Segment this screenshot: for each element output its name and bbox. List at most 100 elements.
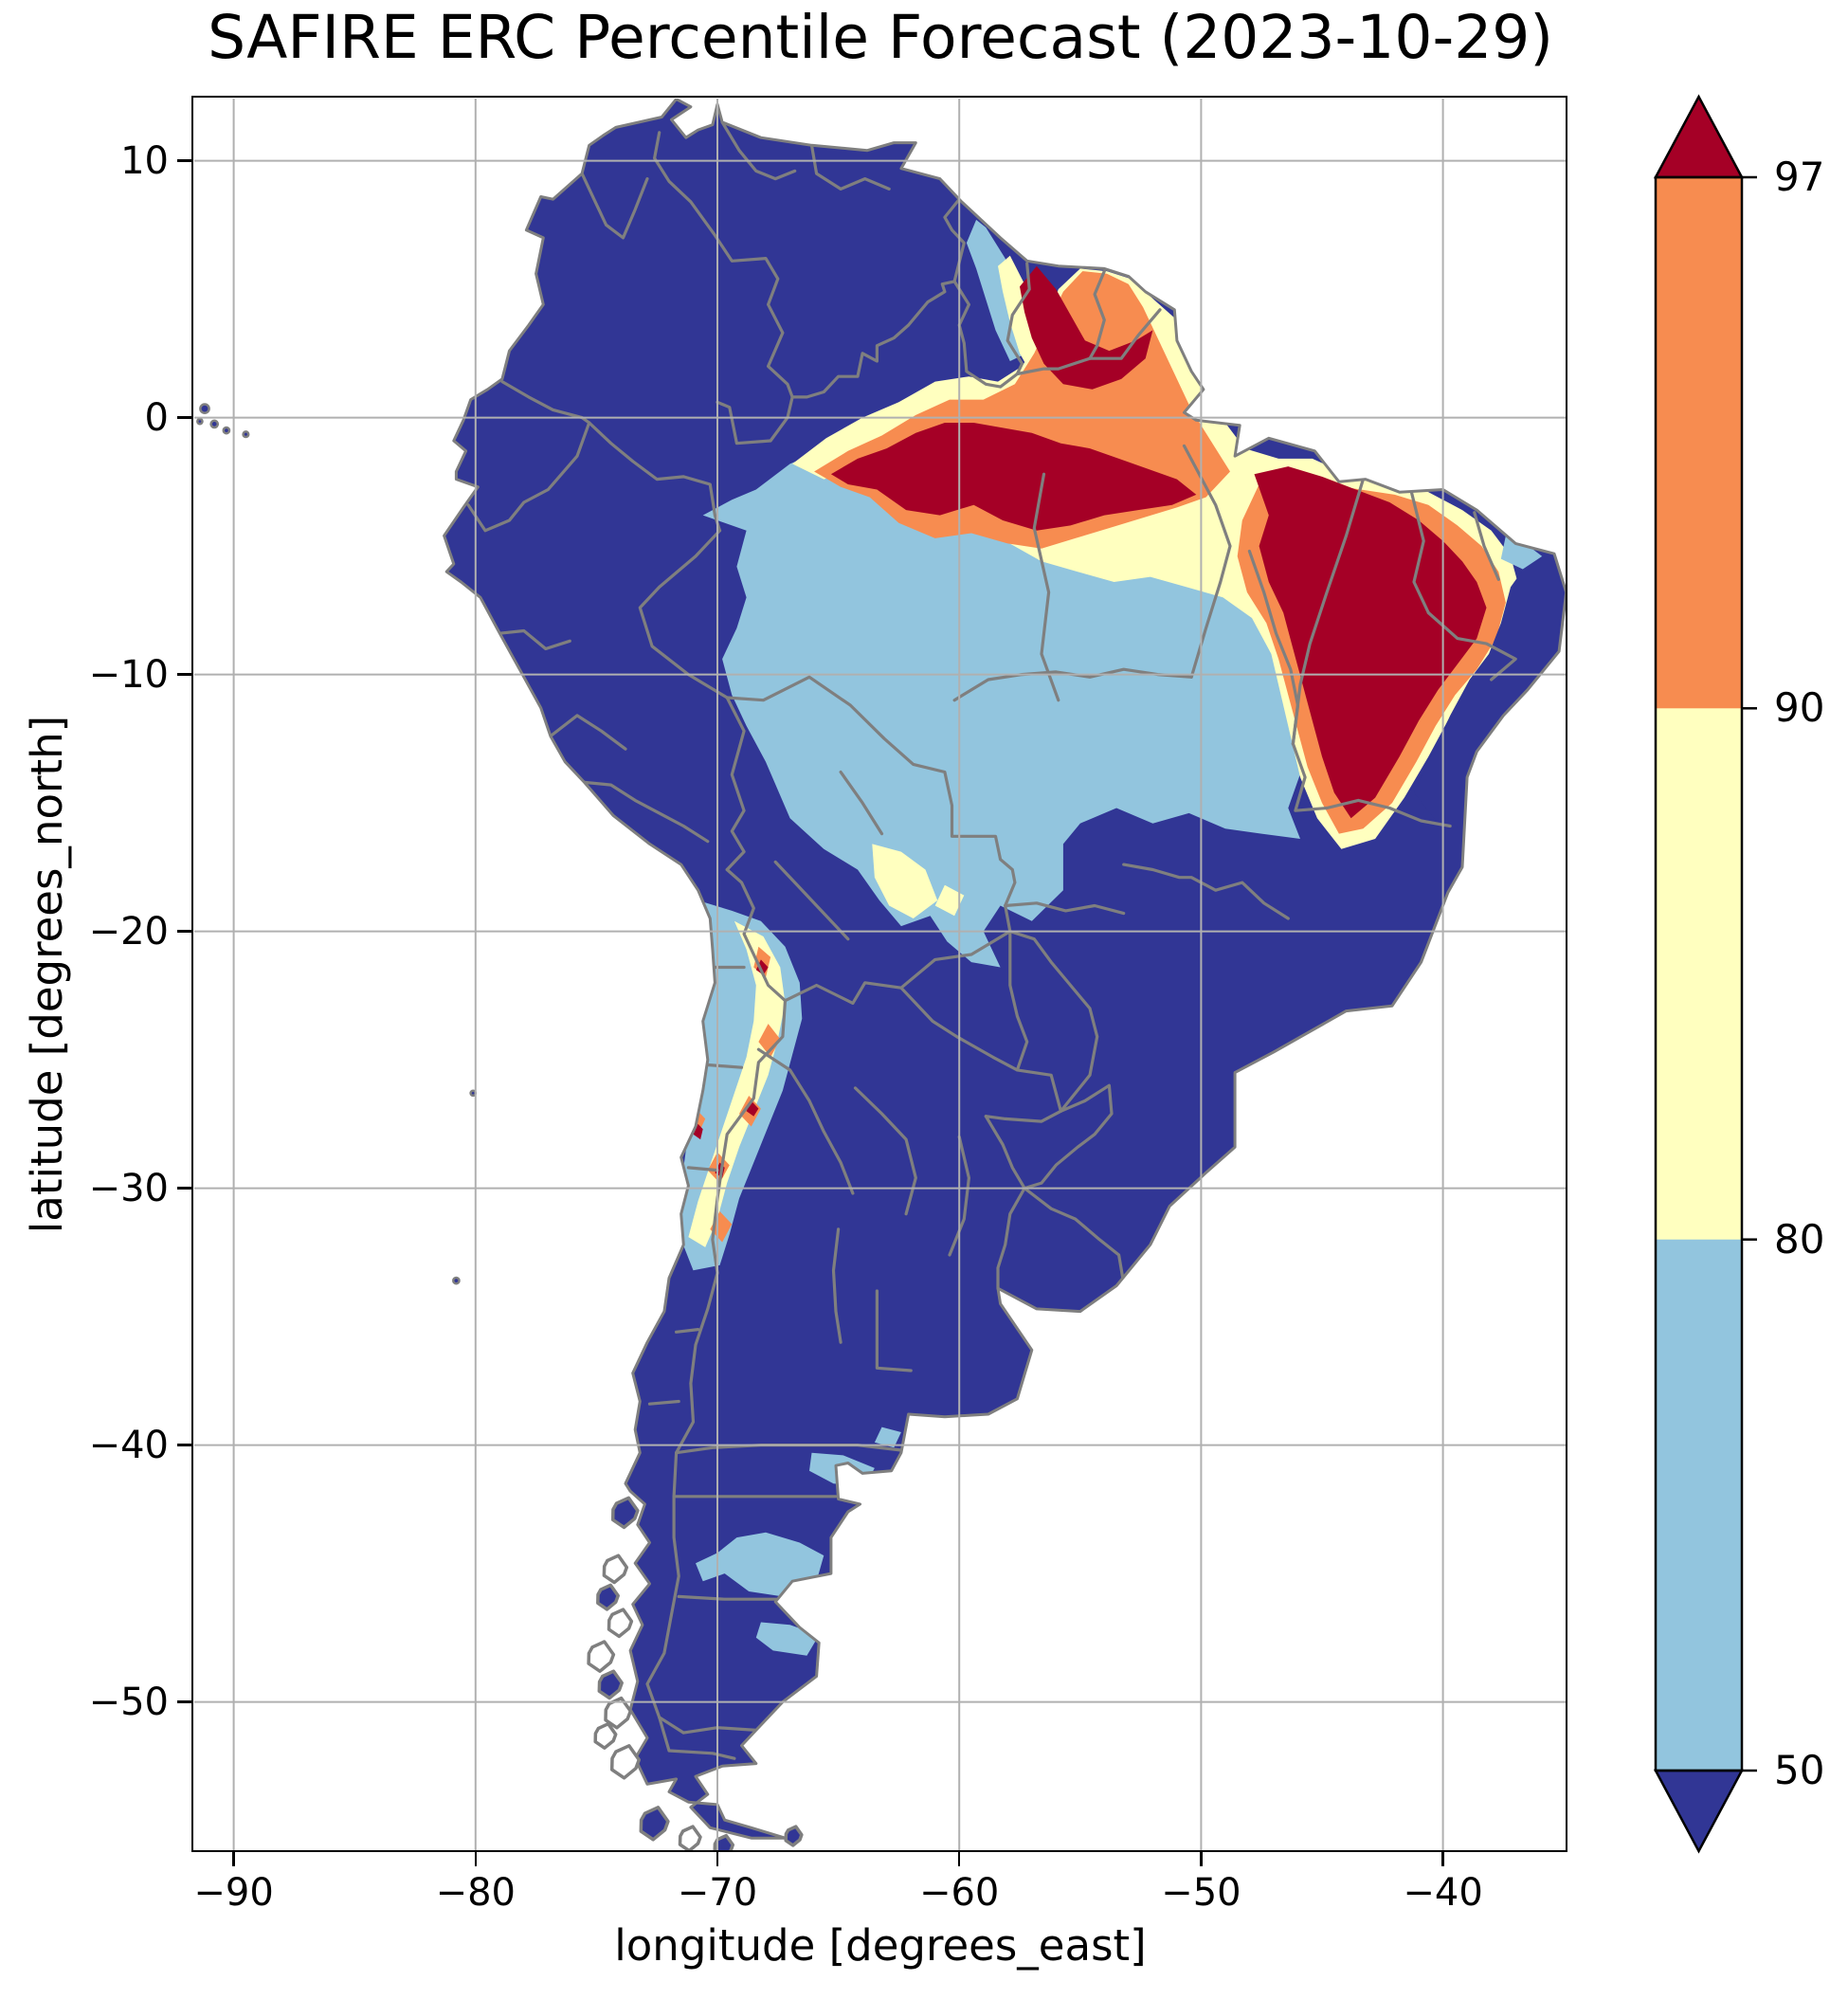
region-andes-spot-90-97-b: [758, 1024, 781, 1058]
admin-boundary: [1008, 929, 1099, 1113]
admin-boundary: [706, 1063, 744, 1069]
fjord-island: [713, 1833, 735, 1851]
region-bolivia-80-90: [872, 844, 938, 918]
admin-boundary: [653, 131, 794, 445]
region-amazon-central-50-80: [702, 448, 1303, 968]
fjord-island: [604, 1696, 633, 1730]
colorbar-tick-label: 50: [1774, 1747, 1825, 1793]
admin-boundary: [658, 1716, 758, 1735]
fjord-island: [610, 1496, 640, 1530]
x-tick-label: −90: [193, 1871, 274, 1915]
admin-boundary: [1291, 478, 1366, 746]
island: [222, 426, 231, 435]
fjord-island: [784, 1825, 804, 1847]
y-tick-label: −20: [88, 909, 169, 954]
y-tick-label: −40: [88, 1423, 169, 1467]
island: [199, 403, 210, 414]
admin-boundary: [466, 421, 591, 533]
admin-boundary: [1008, 929, 1029, 1072]
fjord-island: [596, 1583, 620, 1611]
colorbar: [1653, 94, 1757, 1854]
region-ne-tip-50-80: [1500, 536, 1543, 570]
island: [452, 1276, 461, 1285]
admin-boundary: [1122, 863, 1290, 920]
admin-boundary: [875, 1289, 913, 1372]
x-tick-mark: [1441, 1851, 1444, 1866]
admin-boundary: [588, 421, 722, 533]
x-axis-label: longitude [degrees_east]: [614, 1920, 1147, 1971]
y-tick-mark: [177, 673, 192, 676]
admin-boundary: [549, 714, 627, 751]
x-tick-mark: [716, 1851, 719, 1866]
admin-boundary: [500, 380, 591, 425]
admin-boundary: [498, 628, 571, 651]
y-tick-label: −10: [88, 652, 169, 697]
admin-boundary: [756, 1047, 855, 1195]
region-north-band-above-97: [830, 423, 1197, 531]
island: [209, 419, 220, 429]
colorbar-segment: [1656, 177, 1742, 710]
admin-boundary: [809, 143, 891, 191]
colorbar-under-arrow: [1653, 1769, 1745, 1854]
y-tick-mark: [177, 1700, 192, 1703]
colorbar-over-arrow: [1653, 94, 1745, 179]
x-tick-label: −50: [1161, 1871, 1241, 1915]
admin-boundary: [686, 1166, 719, 1172]
fjord-island: [609, 1744, 642, 1780]
region-patagonia-50-80-b: [874, 1427, 901, 1448]
x-tick-mark: [232, 1851, 235, 1866]
coastline: [443, 99, 1567, 1840]
admin-boundary: [725, 675, 1017, 934]
admin-boundary: [948, 1135, 971, 1257]
colorbar-segment: [1656, 708, 1742, 1241]
fjord-island: [602, 1554, 629, 1585]
region-ne-coast-below-50: [1414, 543, 1567, 829]
land-fill-layers: [444, 99, 1567, 1839]
admin-boundary: [790, 197, 966, 399]
fjord-island: [607, 1608, 634, 1639]
admin-boundary: [720, 120, 797, 181]
colorbar-tick-label: 97: [1774, 154, 1825, 200]
admin-boundary: [1426, 610, 1517, 681]
fjord-island: [587, 1640, 616, 1673]
y-tick-label: −30: [88, 1166, 169, 1210]
x-tick-label: −80: [435, 1871, 516, 1915]
x-tick-label: −60: [918, 1871, 1000, 1915]
region-ne-blob-above-97: [1254, 466, 1487, 819]
region-andes-spot-above-97-c: [693, 1123, 703, 1140]
x-tick-mark: [957, 1851, 961, 1866]
admin-boundary: [725, 696, 746, 872]
south-america-map: [194, 99, 1567, 1851]
admin-boundary: [580, 172, 649, 240]
admin-boundary: [831, 1227, 842, 1344]
fjord-island: [678, 1825, 702, 1851]
admin-boundary: [1409, 490, 1430, 615]
x-tick-label: −70: [677, 1871, 758, 1915]
y-tick-mark: [177, 930, 192, 933]
y-tick-label: 0: [144, 395, 169, 440]
island: [196, 417, 204, 426]
y-tick-mark: [177, 159, 192, 162]
island: [242, 430, 250, 439]
admin-boundary: [675, 1327, 700, 1334]
admin-boundary: [1032, 472, 1060, 702]
admin-boundary: [1023, 1083, 1114, 1190]
colorbar-segment: [1656, 1239, 1742, 1772]
x-tick-label: −40: [1403, 1871, 1483, 1915]
admin-boundary: [1023, 1186, 1126, 1285]
x-tick-mark: [474, 1851, 478, 1866]
admin-boundary: [773, 860, 850, 941]
admin-boundary: [1182, 444, 1232, 679]
colorbar-tick-label: 90: [1774, 684, 1825, 732]
admin-boundary: [839, 770, 884, 836]
figure-title: SAFIRE ERC Percentile Forecast (2023-10-…: [208, 3, 1553, 72]
region-andes-spot-90-97-e: [710, 1211, 733, 1243]
fjord-island: [639, 1806, 670, 1842]
admin-boundary: [1004, 901, 1126, 916]
admin-boundary: [783, 929, 1012, 1006]
y-tick-label: −50: [88, 1680, 169, 1724]
admin-boundary: [984, 1115, 1026, 1290]
admin-boundary: [583, 780, 710, 844]
admin-boundary: [1006, 262, 1031, 376]
